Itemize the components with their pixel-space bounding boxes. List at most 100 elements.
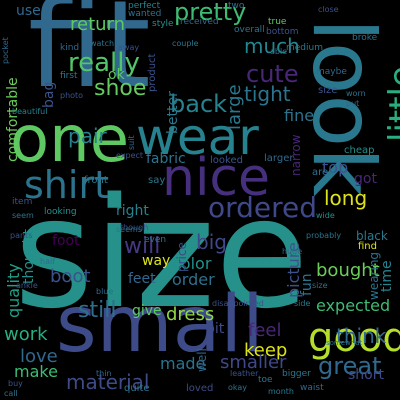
- word-time: time: [379, 260, 395, 292]
- word-even: even: [144, 235, 167, 245]
- word-thin: thin: [96, 369, 112, 378]
- word-wide: wide: [316, 211, 335, 220]
- word-shirt: shirt: [24, 163, 109, 207]
- word-expect: expect: [116, 151, 144, 160]
- word-large: large: [224, 84, 245, 130]
- word-price: price: [175, 242, 189, 272]
- word-much: much: [244, 34, 300, 58]
- word-probably: probably: [306, 231, 342, 240]
- word-pretty: pretty: [174, 0, 247, 26]
- word-size-tiny: size: [312, 281, 328, 290]
- word-true: true: [268, 17, 287, 27]
- word-looking: looking: [44, 207, 77, 217]
- word-pocket: pocket: [1, 37, 10, 64]
- word-order: order: [172, 270, 215, 289]
- word-kind: kind: [60, 43, 80, 53]
- word-call: call: [4, 389, 18, 398]
- word-love: love: [20, 346, 58, 367]
- word-ordered: ordered: [208, 191, 318, 224]
- word-well: well: [195, 348, 209, 372]
- word-perfect: perfect: [128, 1, 161, 11]
- word-close: close: [318, 5, 339, 14]
- word-received: received: [180, 17, 219, 27]
- word-use: use: [16, 3, 41, 19]
- word-waist: waist: [300, 383, 324, 393]
- word-away: away: [118, 43, 140, 52]
- word-say: say: [148, 175, 166, 186]
- word-wearing: wearing: [367, 251, 381, 300]
- word-size-small: size: [318, 85, 338, 96]
- word-one: one: [10, 103, 130, 177]
- word-way: way: [142, 253, 171, 269]
- word-bit: bit: [206, 321, 225, 337]
- word-work: work: [4, 324, 48, 345]
- word-wanted: wanted: [128, 9, 162, 19]
- word-pants: pants: [10, 231, 33, 240]
- word-pair: pair: [68, 124, 107, 148]
- word-good: good: [308, 315, 400, 361]
- word-think: think: [336, 324, 387, 348]
- word-back: back: [170, 90, 228, 118]
- word-bottom: bottom: [266, 27, 299, 37]
- word-fabric: fabric: [146, 151, 186, 167]
- word-put: put: [346, 99, 360, 108]
- word-suit: suit: [127, 135, 136, 150]
- word-size: size: [14, 165, 309, 342]
- word-make: make: [14, 362, 58, 381]
- word-quality: quality: [4, 263, 23, 318]
- word-comfortable: comfortable: [5, 77, 21, 162]
- word-toe: toe: [258, 375, 273, 385]
- word-front: front: [84, 175, 108, 186]
- word-disappointed: disappointed: [212, 299, 264, 308]
- word-shoe: shoe: [94, 76, 147, 101]
- word-month: month: [268, 387, 294, 396]
- word-small: small: [56, 280, 264, 370]
- word-give: give: [132, 303, 162, 319]
- word-side: side: [294, 299, 311, 308]
- word-able: able: [270, 47, 288, 56]
- word-ankle: ankle: [16, 281, 38, 290]
- word-really: really: [68, 48, 140, 78]
- word-overall: overall: [234, 25, 265, 35]
- word-smaller: smaller: [220, 352, 287, 373]
- word-broke: broke: [352, 33, 378, 43]
- word-nice: nice: [162, 148, 270, 208]
- word-boot: boot: [50, 266, 91, 287]
- word-leather: leather: [230, 369, 259, 378]
- word-quite: quite: [124, 383, 150, 394]
- word-made: made: [160, 354, 206, 373]
- word-photo: photo: [60, 91, 84, 100]
- word-item: item: [12, 197, 33, 207]
- word-okay: okay: [228, 383, 248, 392]
- word-right: right: [116, 203, 149, 219]
- word-ok: ok: [108, 67, 125, 83]
- word-area: area: [312, 167, 335, 178]
- word-great: great: [318, 352, 382, 380]
- word-find: find: [358, 241, 377, 252]
- word-huge: huge: [282, 247, 303, 256]
- word-short: short: [348, 367, 384, 383]
- word-fine: fine: [284, 106, 315, 125]
- word-long: long: [324, 186, 368, 210]
- word-looked: looked: [210, 155, 243, 166]
- word-though: though: [120, 223, 149, 232]
- word-material: material: [66, 370, 150, 394]
- word-half: half: [40, 257, 56, 266]
- word-seems: seems: [116, 225, 142, 234]
- word-couple: couple: [172, 39, 199, 48]
- word-buy: buy: [8, 379, 23, 388]
- word-worn: worn: [346, 89, 366, 98]
- word-seem: seem: [12, 211, 34, 220]
- word-foot: foot: [52, 233, 80, 249]
- word-beautiful: beautiful: [12, 107, 48, 116]
- word-blue: blue: [96, 287, 114, 296]
- word-two: two: [228, 1, 245, 11]
- word-bought: bought: [316, 260, 380, 281]
- word-bigger: bigger: [282, 369, 311, 379]
- word-loved: loved: [186, 383, 214, 394]
- word-feel: feel: [248, 320, 282, 341]
- word-top: top: [322, 158, 349, 177]
- word-return: return: [70, 14, 126, 35]
- word-wear: wear: [136, 108, 259, 166]
- word-fit: fit: [28, 0, 151, 115]
